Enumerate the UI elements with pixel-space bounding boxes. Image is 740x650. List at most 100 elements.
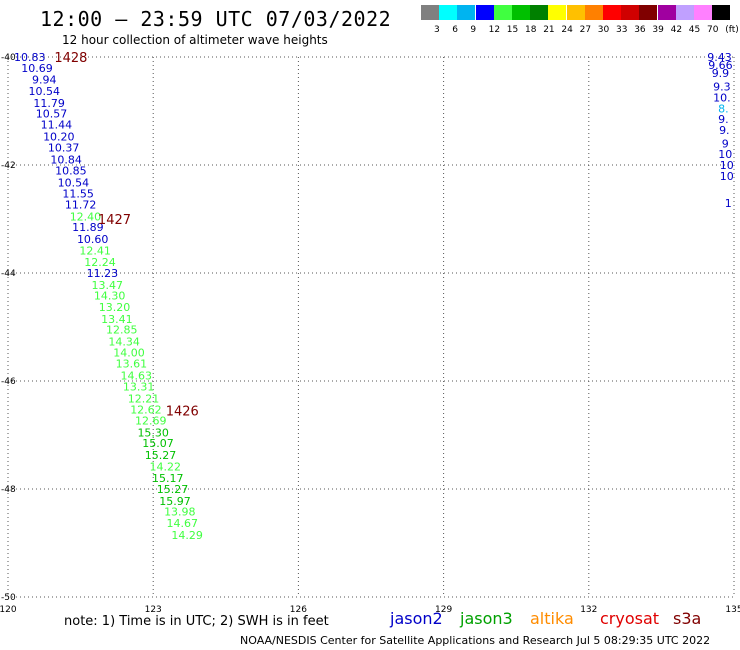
wave-height-label: 10.54 — [29, 85, 61, 98]
wave-height-label: 9.9 — [712, 67, 730, 80]
wave-height-label: 13.47 — [91, 279, 123, 292]
color-scale-label: 27 — [579, 25, 592, 35]
color-scale-label: 21 — [543, 25, 555, 35]
legend-jason3: jason3 — [460, 609, 513, 628]
wave-height-label: 10.37 — [48, 142, 80, 155]
wave-height-label: 10. — [713, 92, 731, 105]
wave-height-label: 15.27 — [145, 449, 177, 462]
footer-note: note: 1) Time is in UTC; 2) SWH is in fe… — [64, 614, 329, 629]
color-scale-swatch — [457, 5, 476, 20]
wave-height-label: 14.30 — [94, 290, 126, 303]
color-scale-label: 70 — [707, 25, 719, 35]
wave-height-label: 10.84 — [50, 154, 82, 167]
wave-height-label: 14.34 — [108, 336, 140, 349]
wave-height-label: 9. — [719, 124, 730, 137]
footer-credit: NOAA/NESDIS Center for Satellite Applica… — [240, 634, 711, 647]
wave-height-label: 11.44 — [41, 119, 73, 132]
grid-lines — [7, 56, 735, 598]
wave-height-label: 14.29 — [171, 529, 203, 542]
x-tick-label: 129 — [435, 605, 452, 615]
color-scale-label: 3 — [434, 25, 440, 35]
y-tick-label: -40 — [1, 53, 16, 63]
color-scale-swatch — [566, 5, 585, 20]
wave-height-label: 10 — [720, 159, 734, 172]
legend-jason2: jason2 — [390, 609, 443, 628]
wave-height-label: 13.41 — [101, 313, 133, 326]
color-scale-swatch — [584, 5, 603, 20]
color-scale-label: 33 — [616, 25, 628, 35]
color-scale-swatch — [675, 5, 694, 20]
color-scale-label: 45 — [688, 25, 701, 35]
wave-height-label: 8. — [718, 102, 729, 115]
wave-height-label: 10.57 — [36, 108, 68, 121]
wave-height-label: 10 — [718, 148, 732, 161]
y-tick-label: -44 — [1, 269, 16, 279]
wave-height-label: 13.61 — [116, 358, 148, 371]
color-scale-label: 12 — [488, 25, 501, 35]
wave-height-label: 9.3 — [713, 81, 731, 94]
color-scale-swatch — [475, 5, 494, 20]
wave-height-label: 9. — [718, 113, 729, 126]
wave-height-label: 13.20 — [99, 301, 131, 314]
y-tick-label: -48 — [1, 485, 16, 495]
y-tick-label: -50 — [1, 593, 16, 603]
wave-height-label: 11.79 — [33, 97, 65, 110]
wave-height-label: 14.63 — [121, 370, 153, 383]
x-tick-label: 126 — [290, 605, 307, 615]
wave-height-label: 13.98 — [164, 506, 196, 519]
pass-time-label: 1427 — [98, 213, 131, 228]
legend-altika: altika — [530, 609, 574, 628]
wave-height-label: 13.31 — [123, 380, 155, 393]
color-scale-swatch — [657, 5, 676, 20]
wave-height-label: 11.23 — [87, 267, 119, 280]
wave-height-label: 15.30 — [137, 426, 169, 439]
chart-title: 12:00 – 23:59 UTC 07/03/2022 — [40, 7, 392, 31]
y-tick-label: -42 — [1, 161, 16, 171]
color-scale-swatch — [512, 5, 530, 20]
wave-height-label: 11.55 — [62, 188, 94, 201]
color-scale-swatch — [621, 5, 640, 20]
x-tick-label: 120 — [0, 605, 17, 615]
color-scale-swatch — [439, 5, 458, 20]
wave-height-label: 9.94 — [32, 74, 57, 87]
wave-height-label: 15.07 — [142, 437, 174, 450]
wave-height-label: 12.24 — [84, 256, 116, 269]
legend-cryosat: cryosat — [600, 609, 660, 628]
wave-height-label: 1 — [725, 197, 732, 210]
wave-height-label: 10.54 — [58, 176, 90, 189]
color-scale-label: 36 — [634, 25, 646, 35]
color-scale-swatch — [530, 5, 549, 20]
pass-time-label: 1428 — [54, 51, 87, 66]
wave-height-label: 14.22 — [150, 460, 182, 473]
color-scale-label: 18 — [525, 25, 537, 35]
wave-height-label: 12.41 — [79, 244, 111, 257]
color-scale-label: 42 — [670, 25, 683, 35]
color-scale-label: 9 — [470, 25, 477, 35]
legend-s3a: s3a — [673, 609, 702, 628]
color-scale-label: 39 — [652, 25, 664, 35]
pass-time-label: 1426 — [166, 405, 199, 420]
color-scale-swatch — [548, 5, 567, 20]
wave-height-label: 10.20 — [43, 130, 75, 143]
x-tick-label: 132 — [580, 605, 597, 615]
x-tick-label: 135 — [725, 605, 740, 615]
color-scale-label: (ft) — [725, 25, 739, 35]
color-scale-swatch — [421, 5, 439, 20]
wave-height-label: 14.00 — [113, 346, 145, 359]
wave-height-label: 9.43 — [707, 51, 732, 64]
color-scale-label: 6 — [452, 25, 458, 35]
wave-height-label: 10.69 — [21, 62, 53, 75]
color-scale-swatch — [639, 5, 658, 20]
wave-height-label: 12.69 — [135, 414, 167, 427]
color-scale-swatch — [493, 5, 512, 20]
wave-height-label: 14.67 — [166, 517, 198, 530]
wave-height-label: 12.21 — [128, 392, 160, 405]
wave-height-label: 15.27 — [157, 483, 189, 496]
data-labels: 10.8310.699.9410.5411.7910.5711.4410.201… — [14, 51, 734, 542]
wave-height-label: 10.60 — [77, 233, 109, 246]
wave-height-label: 10.83 — [14, 51, 46, 64]
axis-tick-labels: 120 123 126 129 132 135 -40 -42 -44 -46 -48 -50 — [0, 53, 740, 615]
color-scale-swatch — [603, 5, 621, 20]
chart-subtitle: 12 hour collection of altimeter wave hei… — [62, 33, 328, 47]
